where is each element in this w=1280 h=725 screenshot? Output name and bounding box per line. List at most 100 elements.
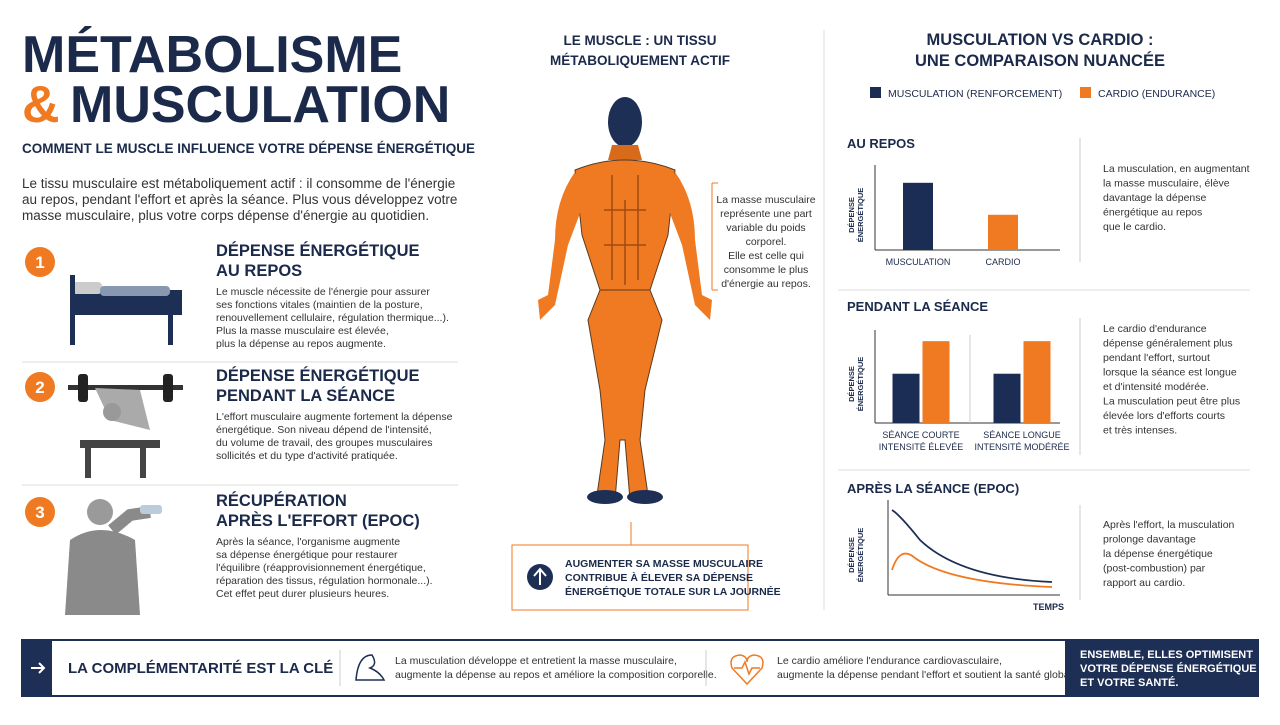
chart-note: La musculation, en augmentant (1103, 163, 1250, 175)
chart-note: la dépense énergétique (1103, 548, 1213, 560)
epoc-curve (891, 552, 1053, 588)
y-axis-label: DÉPENSE (847, 366, 856, 402)
legend-swatch (870, 87, 881, 98)
conclusion-box (1065, 640, 1258, 696)
item-body: réparation des tissus, régulation hormon… (216, 575, 433, 587)
bar (903, 182, 933, 250)
callout-text: AUGMENTER SA MASSE MUSCULAIRE (565, 558, 763, 570)
item-body: sollicités et du type d'activité pratiqu… (216, 450, 398, 462)
item-body: plus la dépense au repos augmente. (216, 338, 386, 350)
y-axis-label: DÉPENSE (847, 537, 856, 573)
legend-swatch (1080, 87, 1091, 98)
number: 3 (35, 503, 44, 522)
epoc-curve (891, 509, 1053, 583)
item-body: sa dépense énergétique pour restaurer (216, 549, 398, 561)
chart-note: dépense généralement plus (1103, 338, 1233, 350)
number-badge (25, 497, 55, 527)
callout-text: CONTRIBUE À ÉLEVER SA DÉPENSE (565, 571, 753, 584)
arrow-icon (31, 662, 46, 674)
intro: masse musculaire, plus votre corps dépen… (22, 208, 429, 223)
chart-note: La musculation peut être plus (1103, 396, 1240, 408)
intro: au repos, pendant l'effort et après la s… (22, 192, 457, 207)
footer-key: LA COMPLÉMENTARITÉ EST LA CLÉ (68, 660, 333, 677)
subtitle: COMMENT LE MUSCLE INFLUENCE VOTRE DÉPENS… (22, 141, 475, 156)
bar (993, 373, 1021, 423)
item-heading: DÉPENSE ÉNERGÉTIQUE (216, 366, 420, 385)
chart-title: PENDANT LA SÉANCE (847, 299, 988, 314)
right-title: UNE COMPARAISON NUANCÉE (915, 51, 1165, 70)
bench-icon (68, 374, 183, 478)
note: d'énergie au repos. (721, 278, 811, 290)
x-tick-label: INTENSITÉ MODÉRÉE (974, 442, 1069, 452)
chart-note: la masse musculaire, élève (1103, 178, 1230, 190)
chart-note: que le cardio. (1103, 221, 1166, 233)
chart-note: Le cardio d'endurance (1103, 323, 1207, 335)
note: La masse musculaire (716, 194, 815, 206)
x-tick-label: CARDIO (985, 257, 1020, 267)
title: MUSCULATION (70, 76, 450, 134)
note: variable du poids (726, 222, 805, 234)
chart-note: et très intenses. (1103, 425, 1177, 437)
chart-note: Après l'effort, la musculation (1103, 519, 1235, 531)
y-axis-label: DÉPENSE (847, 197, 856, 233)
footer-text: La musculation développe et entretient l… (395, 655, 677, 667)
item-heading: DÉPENSE ÉNERGÉTIQUE (216, 241, 420, 260)
item-heading: AU REPOS (216, 262, 302, 280)
intro: Le tissu musculaire est métaboliquement … (22, 176, 455, 191)
x-tick-label: INTENSITÉ ÉLEVÉE (879, 442, 964, 452)
bar (922, 341, 950, 423)
muscle-icon (355, 654, 386, 681)
number-badge (25, 247, 55, 277)
footer-text: augmente la dépense pendant l'effort et … (777, 669, 1081, 681)
number-badge (25, 372, 55, 402)
item-heading: APRÈS L'EFFORT (EPOC) (216, 511, 420, 530)
y-axis-label: ÉNERGÉTIQUE (856, 188, 865, 243)
note: Elle est celle qui (728, 250, 804, 262)
body-figure (538, 97, 712, 504)
conclusion: ENSEMBLE, ELLES OPTIMISENT (1080, 649, 1253, 661)
callout-text: ÉNERGÉTIQUE TOTALE SUR LA JOURNÉE (565, 585, 781, 598)
item-body: du volume de travail, des groupes muscul… (216, 437, 433, 449)
chart-note: énergétique au repos (1103, 207, 1202, 219)
legend-label: MUSCULATION (RENFORCEMENT) (888, 88, 1062, 100)
note: corporel. (746, 236, 787, 248)
heart-icon (730, 654, 764, 686)
item-body: renouvellement cellulaire, régulation th… (216, 312, 449, 324)
conclusion: ET VOTRE SANTÉ. (1080, 676, 1178, 689)
footer-text: Le cardio améliore l'endurance cardiovas… (777, 655, 1002, 667)
bar (988, 214, 1018, 250)
x-tick-label: MUSCULATION (886, 257, 951, 267)
chart-note: pendant l'effort, surtout (1103, 352, 1210, 364)
bed-icon (70, 275, 182, 345)
chart-note: et d'intensité modérée. (1103, 381, 1209, 393)
chart-note: lorsque la séance est longue (1103, 367, 1237, 379)
bar (1023, 341, 1051, 423)
chart-note: davantage la dépense (1103, 192, 1206, 204)
chart-title: APRÈS LA SÉANCE (EPOC) (847, 481, 1019, 496)
ampersand: & (22, 76, 60, 134)
footer-text: augmente la dépense au repos et améliore… (395, 669, 717, 681)
right-title: MUSCULATION VS CARDIO : (926, 31, 1153, 49)
note: représente une part (720, 208, 812, 220)
number: 2 (35, 378, 44, 397)
athlete-icon (65, 499, 162, 615)
item-body: ses fonctions vitales (maintien de la po… (216, 299, 423, 311)
note-bracket (711, 182, 718, 291)
legend-label: CARDIO (ENDURANCE) (1098, 88, 1215, 100)
x-tick-label: SÉANCE COURTE (882, 430, 959, 440)
arrow-icon (533, 567, 547, 585)
item-body: énergétique. Son niveau dépend de l'inte… (216, 424, 432, 436)
footer-box (21, 639, 1259, 697)
chart-title: AU REPOS (847, 136, 915, 151)
item-heading: PENDANT LA SÉANCE (216, 386, 395, 405)
x-tick-label: SÉANCE LONGUE (983, 430, 1061, 440)
item-body: Plus la masse musculaire est élevée, (216, 325, 389, 337)
x-axis-label: TEMPS (1033, 602, 1064, 612)
number: 1 (35, 253, 44, 272)
y-axis-label: ÉNERGÉTIQUE (856, 357, 865, 412)
note: consomme le plus (724, 264, 809, 276)
item-body: Le muscle nécessite de l'énergie pour as… (216, 286, 430, 298)
y-axis-label: ÉNERGÉTIQUE (856, 528, 865, 583)
item-body: L'effort musculaire augmente fortement l… (216, 411, 453, 423)
